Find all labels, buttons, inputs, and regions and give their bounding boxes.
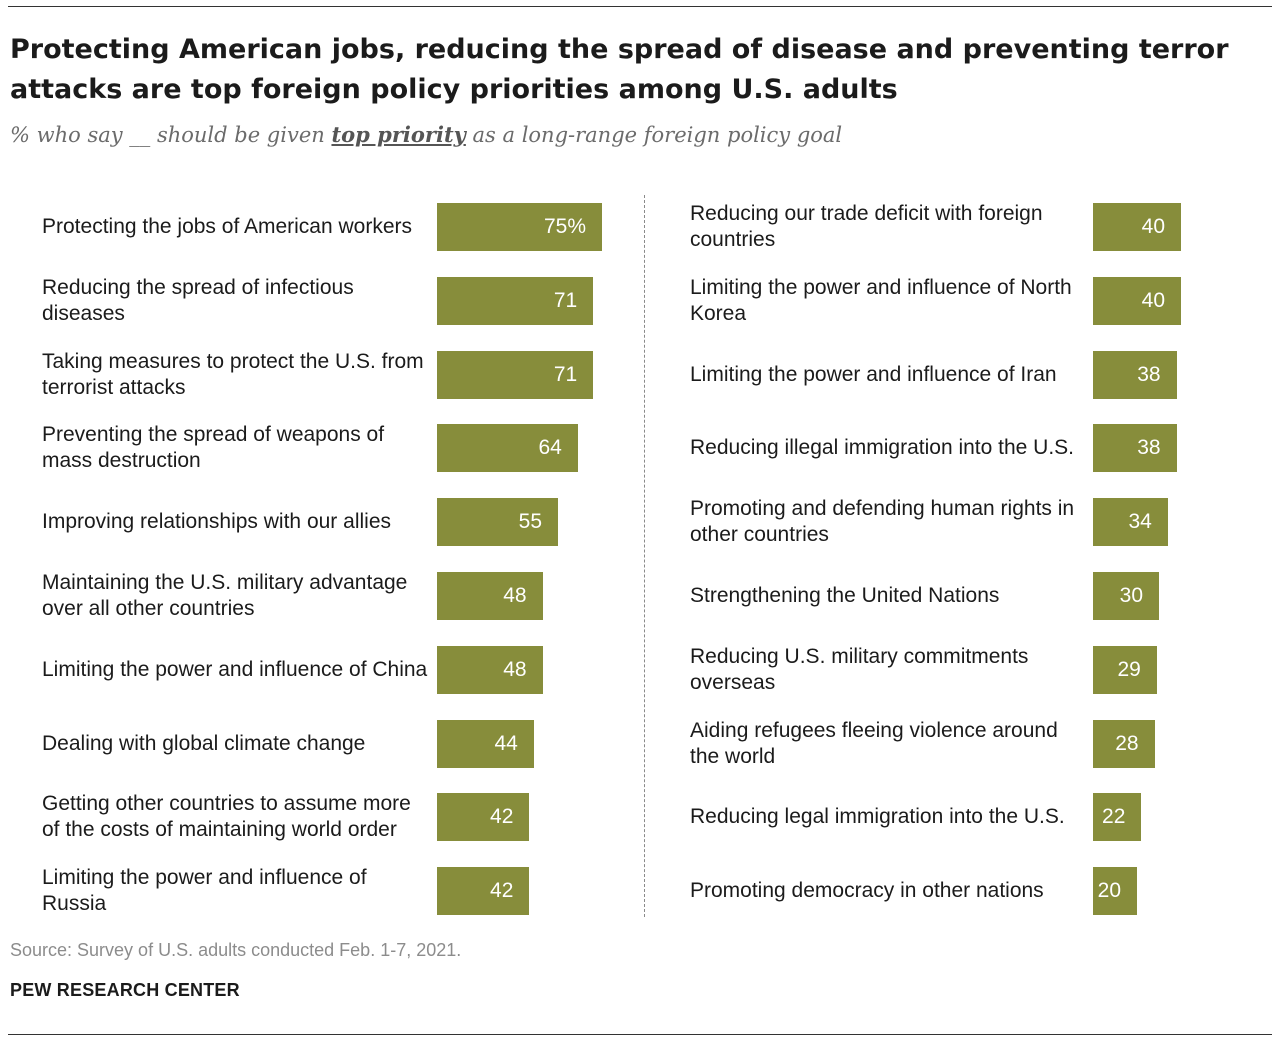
bar-value-label: 22 [1102,805,1126,829]
bar-value-label: 40 [1141,288,1165,312]
bar [437,645,543,694]
source-note: Source: Survey of U.S. adults conducted … [10,940,462,960]
category-label: Improving relationships with our allies [42,510,391,534]
bar [1093,276,1181,325]
bar-value-label: 42 [490,805,514,829]
chart-title: Protecting American jobs, reducing the s… [10,34,1229,105]
category-label: Reducing the spread of infectious diseas… [42,275,354,325]
bar-value-label: 64 [538,436,562,460]
bottom-rule [8,1034,1272,1035]
bar-value-label: 30 [1119,584,1143,607]
bar [1093,793,1142,842]
bar [437,350,594,399]
category-label: Dealing with global climate change [42,731,366,755]
bar-value-label: 71 [553,362,578,386]
bar-value-label: 42 [490,879,514,903]
bar-value-label: 48 [503,584,527,607]
chart-subtitle: % who say __ should be given top priorit… [10,120,842,150]
subtitle-prefix: % who say __ should be given [10,123,332,147]
bar [437,793,530,842]
category-label: Limiting the power and influence of Russ… [42,866,367,916]
bar [437,719,534,768]
category-label: Maintaining the U.S. military advantage … [42,571,408,620]
category-label: Limiting the power and influence of Chin… [42,657,428,681]
bar-value-label: 44 [494,731,518,755]
subtitle-emphasis: top priority [331,122,466,147]
bar-value-label: 55 [518,510,542,534]
category-label: Reducing illegal immigration into the U.… [690,436,1075,460]
subtitle-suffix: as a long-range foreign policy goal [465,123,843,147]
bar [1093,867,1137,916]
bar-value-label: 34 [1128,510,1152,534]
bar-value-label: 29 [1117,657,1141,681]
bar [1093,498,1168,547]
top-rule [8,6,1272,7]
bar-value-label: 38 [1137,436,1161,460]
category-label: Taking measures to protect the U.S. from… [42,349,424,399]
bar [437,498,558,547]
bar-value-label: 38 [1137,362,1161,386]
bar [437,203,602,251]
bar-value-label: 71 [553,288,578,312]
bar [437,276,594,325]
category-label: Reducing our trade deficit with foreign … [690,202,1043,251]
bar [1093,572,1159,620]
category-label: Preventing the spread of weapons of mass… [42,423,385,473]
bar [437,572,543,620]
category-label: Promoting and defending human rights in … [690,497,1075,547]
category-label: Strengthening the United Nations [690,584,1000,607]
category-label: Reducing U.S. military commitments overs… [690,644,1029,694]
bar [1093,203,1181,251]
bar [437,867,530,916]
bar-value-label: 75% [543,215,586,238]
bar [437,424,578,473]
category-label: Protecting the jobs of American workers [42,215,413,238]
brand-logo-text: PEW RESEARCH CENTER [10,980,240,1000]
category-label: Limiting the power and influence of Iran [690,362,1057,386]
bar [1093,645,1157,694]
bar-value-label: 40 [1141,215,1165,238]
category-label: Reducing legal immigration into the U.S. [690,805,1065,829]
category-label: Getting other countries to assume more o… [42,792,411,842]
category-label: Promoting democracy in other nations [690,879,1044,903]
bar [1093,424,1177,473]
column-divider [644,195,645,917]
bar-value-label: 20 [1097,879,1121,903]
category-label: Limiting the power and influence of Nort… [690,275,1072,325]
category-label: Aiding refugees fleeing violence around … [690,718,1058,768]
bar [1093,350,1177,399]
bar [1093,719,1155,768]
bar-value-label: 28 [1115,731,1139,755]
bar-value-label: 48 [503,657,527,681]
